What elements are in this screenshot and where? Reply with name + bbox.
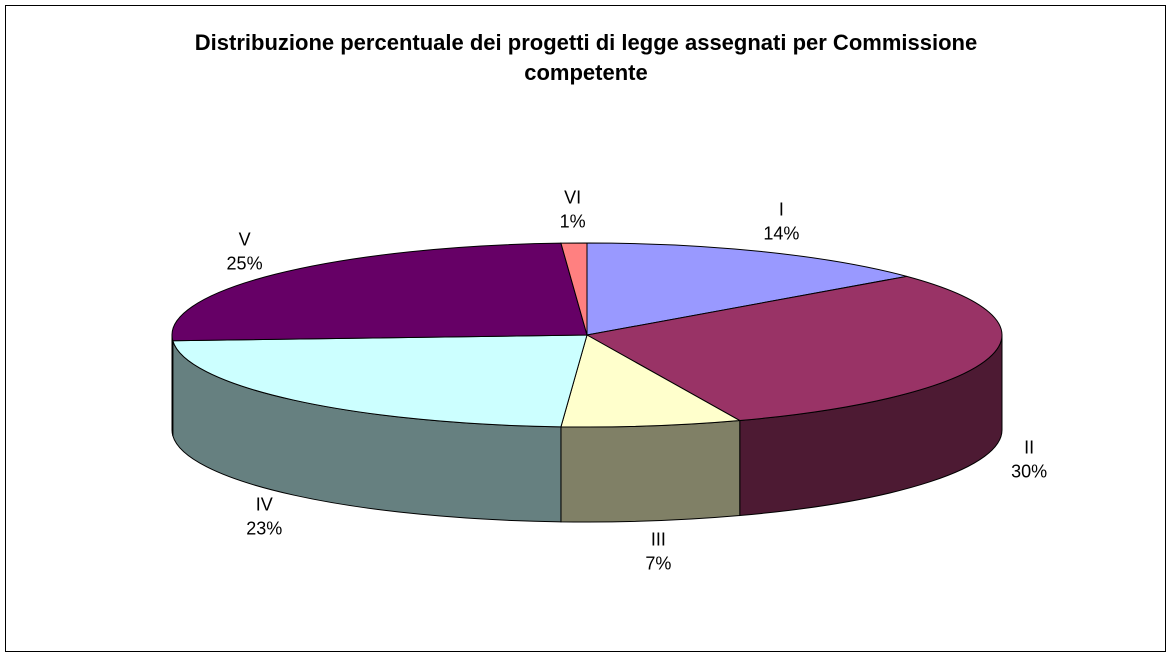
data-label: 7% [645,553,671,573]
data-label: 30% [1011,462,1047,482]
data-label: 25% [227,254,263,274]
slice [172,334,588,428]
slice [560,242,588,336]
tops [171,242,1003,428]
slice-side [171,334,174,436]
data-label: 1% [560,212,586,232]
data-label-name: II [1024,438,1034,458]
data-label-name: V [239,230,251,250]
slice [171,242,588,342]
data-label: 14% [763,223,799,243]
slice-side [560,419,741,523]
data-label: 23% [246,519,282,539]
data-label-name: III [651,529,666,549]
sides [171,334,1003,523]
chart-title: Distribuzione percentuale dei progetti d… [194,30,978,85]
data-label-name: IV [256,495,273,515]
slice [560,334,742,428]
slice [585,275,1003,422]
data-label-name: VI [564,188,581,208]
slice [586,242,907,336]
data-label-name: I [779,199,784,219]
